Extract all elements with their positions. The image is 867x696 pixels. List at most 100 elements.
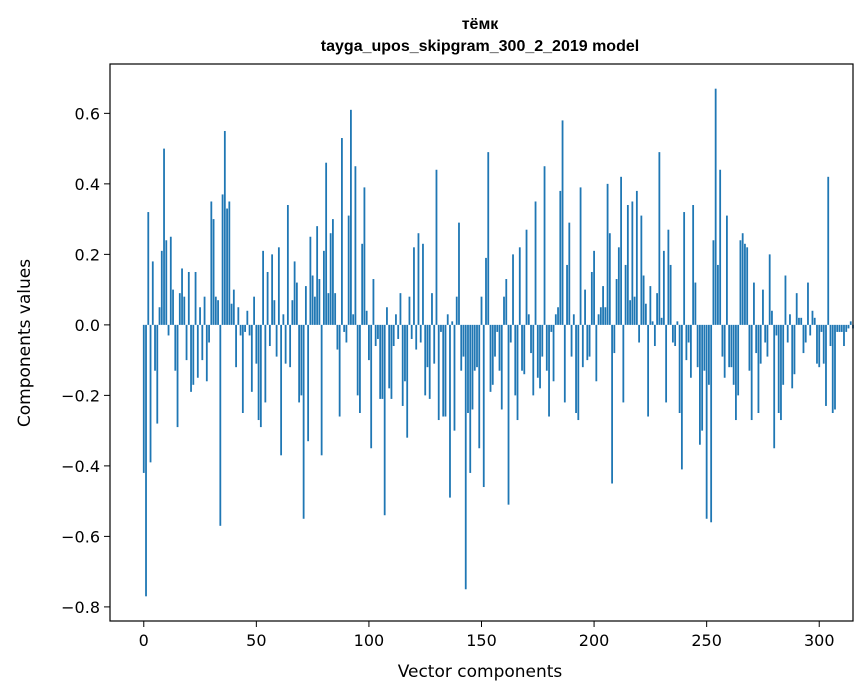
- bar-153: [487, 152, 490, 325]
- bar-18: [183, 296, 186, 325]
- bar-282: [777, 324, 780, 413]
- bar-181: [550, 324, 553, 332]
- bar-287: [789, 314, 791, 325]
- bar-144: [467, 324, 469, 413]
- bar-189: [568, 222, 571, 325]
- bar-96: [359, 324, 361, 413]
- bar-106: [381, 324, 384, 399]
- bar-274: [759, 324, 762, 364]
- bar-180: [548, 324, 550, 417]
- bar-215: [626, 205, 629, 325]
- bar-292: [800, 317, 803, 325]
- bar-271: [753, 282, 755, 325]
- bar-205: [604, 307, 607, 325]
- bar-32: [214, 296, 217, 325]
- bar-179: [545, 324, 548, 371]
- bar-210: [615, 279, 618, 325]
- bar-204: [602, 286, 604, 325]
- bar-296: [809, 324, 812, 336]
- bar-278: [768, 254, 771, 325]
- bar-186: [561, 120, 564, 325]
- bar-120: [413, 247, 415, 325]
- bar-184: [557, 307, 559, 325]
- bar-20: [187, 271, 190, 325]
- bar-90: [345, 324, 348, 343]
- bar-211: [617, 247, 620, 325]
- bar-192: [575, 324, 577, 413]
- bar-1: [145, 324, 147, 597]
- bar-233: [667, 229, 670, 325]
- bar-133: [442, 324, 445, 417]
- x-tick-label-1: 50: [246, 631, 266, 650]
- bar-83: [329, 233, 332, 325]
- bar-7: [158, 307, 161, 325]
- y-tick-label-7: 0.6: [75, 104, 100, 123]
- bar-139: [455, 296, 458, 325]
- bar-156: [494, 324, 496, 357]
- bar-238: [678, 324, 681, 413]
- bar-66: [291, 300, 294, 325]
- bar-112: [395, 314, 397, 325]
- bar-30: [210, 201, 213, 325]
- x-tick-label-3: 150: [466, 631, 497, 650]
- bar-245: [694, 282, 697, 325]
- x-tick-label-5: 250: [691, 631, 722, 650]
- bar-64: [286, 205, 289, 325]
- bar-33: [217, 300, 219, 325]
- bar-28: [205, 324, 208, 382]
- bar-134: [444, 324, 447, 417]
- bar-149: [478, 324, 481, 449]
- bar-188: [566, 264, 568, 325]
- bar-25: [199, 307, 201, 325]
- bar-51: [257, 324, 260, 421]
- bar-170: [525, 229, 528, 325]
- bar-191: [572, 314, 575, 325]
- bar-239: [680, 324, 683, 470]
- bar-77: [316, 226, 319, 325]
- bar-253: [712, 240, 715, 325]
- bar-313: [847, 324, 850, 329]
- bar-102: [372, 279, 375, 325]
- bar-166: [516, 324, 519, 421]
- chart-title-line2: tayga_upos_skipgram_300_2_2019 model: [321, 38, 639, 55]
- bar-0: [142, 324, 145, 473]
- bar-289: [793, 324, 796, 375]
- bar-152: [485, 257, 487, 325]
- bar-198: [588, 324, 591, 357]
- bar-260: [728, 324, 731, 368]
- bar-48: [250, 324, 253, 392]
- bar-207: [608, 233, 611, 325]
- bar-68: [295, 282, 298, 325]
- bar-14: [174, 324, 177, 371]
- bar-63: [284, 324, 287, 364]
- bar-143: [464, 324, 467, 590]
- bar-50: [255, 324, 258, 364]
- bar-272: [755, 324, 758, 354]
- bar-195: [581, 324, 584, 368]
- bar-73: [307, 324, 310, 442]
- bar-261: [730, 324, 733, 368]
- bar-159: [500, 324, 503, 410]
- bar-107: [383, 324, 386, 516]
- bar-34: [219, 324, 222, 526]
- bar-27: [203, 296, 206, 325]
- bar-155: [491, 324, 494, 385]
- bar-115: [401, 324, 404, 406]
- y-tick-label-4: 0.0: [75, 316, 100, 335]
- bar-5: [154, 324, 156, 371]
- bar-80: [322, 250, 325, 325]
- bar-46: [246, 310, 249, 325]
- bar-38: [228, 201, 231, 325]
- bar-175: [536, 324, 539, 378]
- bar-285: [784, 275, 787, 325]
- bar-158: [498, 324, 501, 371]
- bar-294: [804, 324, 807, 343]
- bar-59: [275, 324, 278, 357]
- bar-49: [253, 296, 255, 325]
- bar-160: [503, 296, 505, 325]
- bar-311: [843, 324, 845, 347]
- bar-127: [428, 324, 431, 399]
- bar-240: [683, 212, 686, 325]
- bar-237: [676, 321, 679, 325]
